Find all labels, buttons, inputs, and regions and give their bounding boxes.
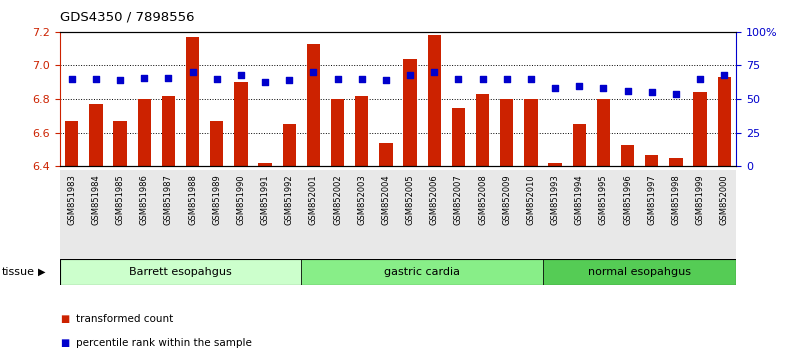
Bar bbox=[476, 94, 490, 166]
Bar bbox=[597, 99, 610, 166]
Point bbox=[525, 76, 537, 82]
Point bbox=[162, 75, 175, 80]
Point bbox=[259, 79, 271, 85]
Text: GSM851987: GSM851987 bbox=[164, 175, 173, 225]
Text: GSM851983: GSM851983 bbox=[68, 175, 76, 225]
Text: GSM851998: GSM851998 bbox=[671, 175, 681, 225]
Bar bbox=[548, 163, 562, 166]
Point bbox=[65, 76, 78, 82]
Point bbox=[718, 72, 731, 78]
Text: Barrett esopahgus: Barrett esopahgus bbox=[129, 267, 232, 277]
Point bbox=[621, 88, 634, 94]
Text: GSM851990: GSM851990 bbox=[236, 175, 245, 225]
Text: percentile rank within the sample: percentile rank within the sample bbox=[76, 338, 252, 348]
Text: GSM851996: GSM851996 bbox=[623, 175, 632, 225]
Bar bbox=[427, 35, 441, 166]
Point bbox=[646, 90, 658, 95]
Point bbox=[114, 78, 127, 83]
Point bbox=[307, 69, 320, 75]
Point bbox=[501, 76, 513, 82]
Point bbox=[428, 69, 441, 75]
Point bbox=[138, 75, 150, 80]
Text: GSM851993: GSM851993 bbox=[551, 175, 560, 225]
Text: tissue: tissue bbox=[2, 267, 34, 277]
Bar bbox=[60, 259, 302, 285]
Bar bbox=[138, 99, 151, 166]
Text: GSM852007: GSM852007 bbox=[454, 175, 463, 225]
Text: GSM851985: GSM851985 bbox=[115, 175, 125, 225]
Bar bbox=[404, 59, 417, 166]
Text: GSM851992: GSM851992 bbox=[285, 175, 294, 225]
Bar bbox=[621, 144, 634, 166]
Bar bbox=[500, 99, 513, 166]
Point bbox=[669, 91, 682, 97]
Text: ▶: ▶ bbox=[38, 267, 45, 277]
Point bbox=[693, 76, 706, 82]
Bar bbox=[525, 99, 537, 166]
Text: GSM851986: GSM851986 bbox=[140, 175, 149, 225]
Text: gastric cardia: gastric cardia bbox=[384, 267, 460, 277]
Point bbox=[476, 76, 489, 82]
Bar bbox=[717, 77, 731, 166]
Bar bbox=[302, 259, 543, 285]
Text: GSM851994: GSM851994 bbox=[575, 175, 583, 225]
Point bbox=[355, 76, 368, 82]
Point bbox=[548, 86, 561, 91]
Bar bbox=[452, 108, 465, 166]
Text: GSM851999: GSM851999 bbox=[696, 175, 704, 225]
Text: ■: ■ bbox=[60, 314, 69, 324]
Bar bbox=[331, 99, 344, 166]
Point bbox=[331, 76, 344, 82]
Text: GDS4350 / 7898556: GDS4350 / 7898556 bbox=[60, 11, 194, 24]
Text: GSM851997: GSM851997 bbox=[647, 175, 656, 225]
Text: GSM852010: GSM852010 bbox=[526, 175, 536, 225]
Text: GSM852009: GSM852009 bbox=[502, 175, 511, 225]
Point bbox=[90, 76, 103, 82]
Bar bbox=[89, 104, 103, 166]
Text: normal esopahgus: normal esopahgus bbox=[588, 267, 691, 277]
Text: GSM852005: GSM852005 bbox=[406, 175, 415, 225]
Point bbox=[283, 78, 295, 83]
Bar bbox=[162, 96, 175, 166]
Text: GSM852002: GSM852002 bbox=[333, 175, 342, 225]
Point bbox=[186, 69, 199, 75]
Point bbox=[235, 72, 248, 78]
Point bbox=[380, 78, 392, 83]
Text: transformed count: transformed count bbox=[76, 314, 173, 324]
Bar bbox=[645, 155, 658, 166]
Text: GSM851984: GSM851984 bbox=[92, 175, 100, 225]
Text: GSM852000: GSM852000 bbox=[720, 175, 728, 225]
Bar bbox=[379, 143, 392, 166]
Bar bbox=[65, 121, 79, 166]
Point bbox=[573, 83, 586, 88]
Bar bbox=[259, 163, 271, 166]
Bar bbox=[543, 259, 736, 285]
Bar bbox=[210, 121, 224, 166]
Bar bbox=[572, 124, 586, 166]
Text: GSM852001: GSM852001 bbox=[309, 175, 318, 225]
Bar bbox=[60, 170, 736, 259]
Text: GSM852008: GSM852008 bbox=[478, 175, 487, 225]
Bar bbox=[306, 44, 320, 166]
Text: GSM851988: GSM851988 bbox=[188, 175, 197, 225]
Bar bbox=[693, 92, 707, 166]
Point bbox=[210, 76, 223, 82]
Point bbox=[452, 76, 465, 82]
Text: GSM851989: GSM851989 bbox=[213, 175, 221, 225]
Bar bbox=[234, 82, 248, 166]
Text: GSM852003: GSM852003 bbox=[357, 175, 366, 225]
Bar bbox=[283, 124, 296, 166]
Text: GSM852006: GSM852006 bbox=[430, 175, 439, 225]
Point bbox=[404, 72, 416, 78]
Text: ■: ■ bbox=[60, 338, 69, 348]
Bar bbox=[114, 121, 127, 166]
Text: GSM851995: GSM851995 bbox=[599, 175, 608, 225]
Bar bbox=[186, 37, 199, 166]
Point bbox=[597, 86, 610, 91]
Bar bbox=[669, 158, 682, 166]
Bar bbox=[355, 96, 369, 166]
Text: GSM851991: GSM851991 bbox=[260, 175, 270, 225]
Text: GSM852004: GSM852004 bbox=[381, 175, 390, 225]
